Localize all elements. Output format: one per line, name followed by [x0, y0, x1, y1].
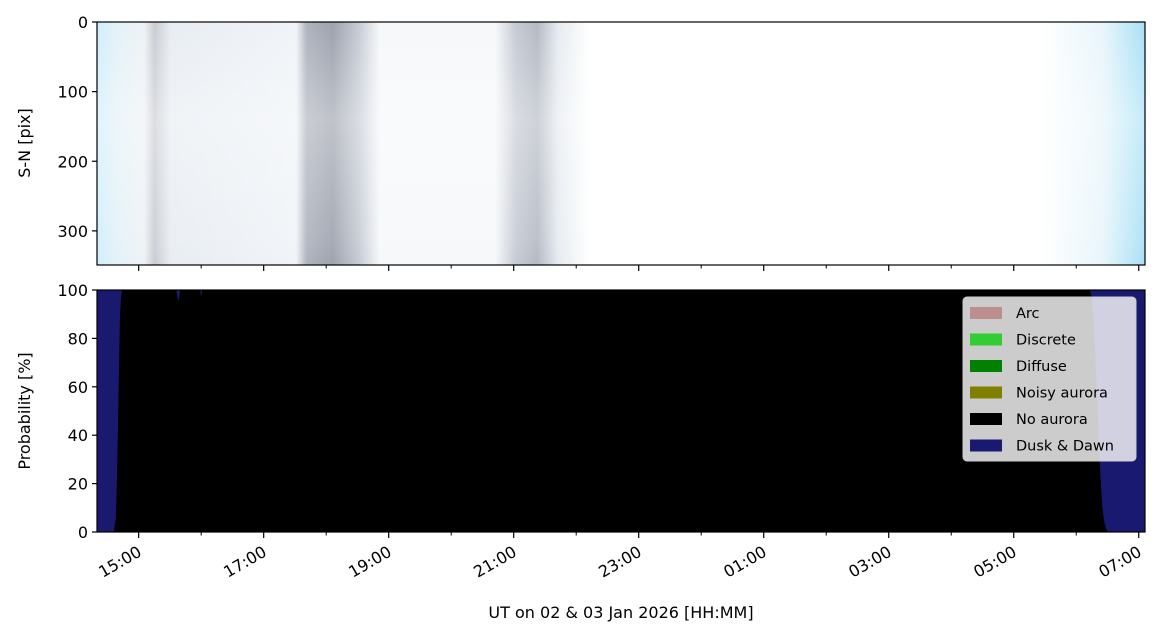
keogram-panel: 0 100 200 300 S-N [pix]	[15, 13, 1146, 271]
legend-swatch	[970, 333, 1002, 346]
keogram-ytick-label: 300	[57, 222, 88, 241]
probability-ytick-label: 40	[68, 426, 88, 445]
legend-label: Arc	[1016, 306, 1040, 322]
legend-label: Diffuse	[1016, 359, 1067, 375]
keogram-ytick-label: 100	[57, 83, 88, 102]
keogram-shading	[97, 22, 1145, 265]
keogram-frame	[96, 21, 1146, 266]
legend-label: Noisy aurora	[1016, 386, 1108, 402]
xtick-label: 15:00	[95, 542, 144, 582]
keogram-ytick-label: 200	[57, 152, 88, 171]
probability-frame	[96, 289, 1146, 533]
xtick-label: 17:00	[220, 542, 269, 582]
probability-ytick-label: 60	[68, 378, 88, 397]
legend-swatch	[970, 386, 1002, 399]
probability-ytick-label: 100	[57, 281, 88, 300]
probability-ytick-label: 20	[68, 475, 88, 494]
legend-label: Dusk & Dawn	[1016, 439, 1114, 455]
legend-swatch	[970, 360, 1002, 372]
legend-box	[962, 296, 1137, 462]
keogram-ylabel: S-N [pix]	[15, 108, 34, 178]
legend-swatch	[970, 307, 1002, 319]
probability-ytick-label: 80	[68, 329, 88, 348]
keogram-ytick-label: 0	[78, 13, 88, 32]
xtick-label: 19:00	[345, 542, 394, 582]
xtick-label: 05:00	[970, 542, 1019, 582]
legend-label: Discrete	[1016, 333, 1076, 349]
xtick-label: 21:00	[470, 542, 519, 582]
probability-panel: 0 20 40 60 80 100 15:00 17:00 19:00 21:00 23:00 01:…	[15, 281, 1146, 622]
legend: Arc Discrete Diffuse Noisy aurora No aurora D…	[962, 296, 1137, 462]
probability-ylabel: Probability [%]	[15, 352, 34, 469]
legend-swatch	[970, 439, 1002, 452]
xtick-label: 03:00	[845, 542, 894, 582]
probability-ytick-label: 0	[78, 523, 88, 542]
xtick-label: 01:00	[720, 542, 769, 582]
legend-label: No aurora	[1016, 412, 1088, 428]
xtick-label: 07:00	[1095, 542, 1144, 582]
xtick-label: 23:00	[595, 542, 644, 582]
legend-swatch	[970, 413, 1002, 425]
x-axis-label: UT on 02 & 03 Jan 2026 [HH:MM]	[488, 603, 753, 622]
